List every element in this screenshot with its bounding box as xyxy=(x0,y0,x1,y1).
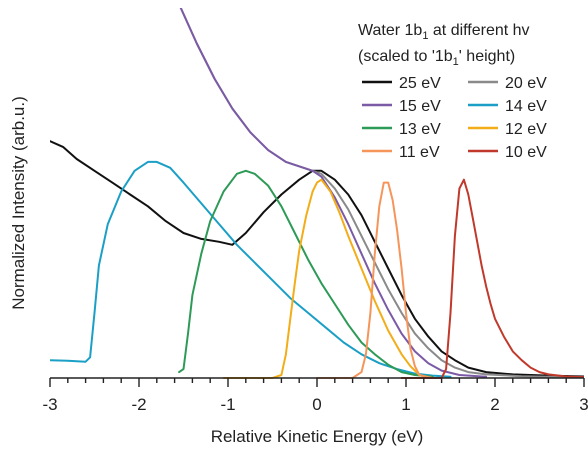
x-tick-label: -3 xyxy=(42,395,57,414)
legend-label: 11 eV xyxy=(399,144,440,161)
x-tick-label: 0 xyxy=(312,395,321,414)
x-tick-label: -2 xyxy=(131,395,146,414)
legend-entry: 13 eV xyxy=(362,121,441,138)
legend-entries: 25 eV 20 eV 15 eV 14 eV 13 eV 12 eV 11 eV 10 eV xyxy=(362,75,547,161)
legend-label: 15 eV xyxy=(399,98,441,115)
x-tick-label: -1 xyxy=(220,395,235,414)
series-line-12-ev xyxy=(222,178,430,379)
legend-title-2-sub: 1 xyxy=(453,56,459,68)
legend-title-1-prefix: Water 1b xyxy=(358,22,422,39)
legend-title-line-1: Water 1b1 at different hv xyxy=(358,22,530,42)
series-line-14-ev xyxy=(50,160,452,378)
legend-title-line-2: (scaled to '1b1' height) xyxy=(358,48,515,68)
legend-label: 20 eV xyxy=(505,75,547,92)
legend-title-1-suffix: at different hv xyxy=(428,22,529,39)
legend-label: 10 eV xyxy=(505,144,547,161)
x-tick-label: 2 xyxy=(490,395,499,414)
ticks-layer: -3 -2 -1 0 1 2 3 xyxy=(42,378,588,414)
legend: Water 1b1 at different hv (scaled to '1b… xyxy=(358,22,547,161)
legend-title-1-sub: 1 xyxy=(422,30,428,42)
x-tick-label: 3 xyxy=(579,395,588,414)
legend-title-2-suffix: ' height) xyxy=(459,48,515,65)
series-line-11-ev xyxy=(316,181,434,379)
x-tick-label: 1 xyxy=(401,395,410,414)
legend-title-2-prefix: (scaled to '1b xyxy=(358,48,453,65)
legend-entry: 12 eV xyxy=(468,121,547,138)
series-line-13-ev xyxy=(178,169,434,378)
legend-label: 13 eV xyxy=(399,121,441,138)
legend-entry: 10 eV xyxy=(468,144,547,161)
legend-entry: 15 eV xyxy=(362,98,441,115)
series-line-15-ev xyxy=(179,8,488,378)
legend-label: 14 eV xyxy=(505,98,547,115)
legend-label: 25 eV xyxy=(399,75,441,92)
series-layer xyxy=(50,8,584,379)
legend-label: 12 eV xyxy=(505,121,547,138)
x-axis-label: Relative Kinetic Energy (eV) xyxy=(211,427,424,446)
legend-entry: 20 eV xyxy=(468,75,547,92)
series-line-10-ev xyxy=(400,178,584,379)
legend-entry: 14 eV xyxy=(468,98,547,115)
legend-entry: 11 eV xyxy=(362,144,440,161)
y-axis-label: Normalized Intensity (arb.u.) xyxy=(9,96,28,310)
legend-entry: 25 eV xyxy=(362,75,441,92)
